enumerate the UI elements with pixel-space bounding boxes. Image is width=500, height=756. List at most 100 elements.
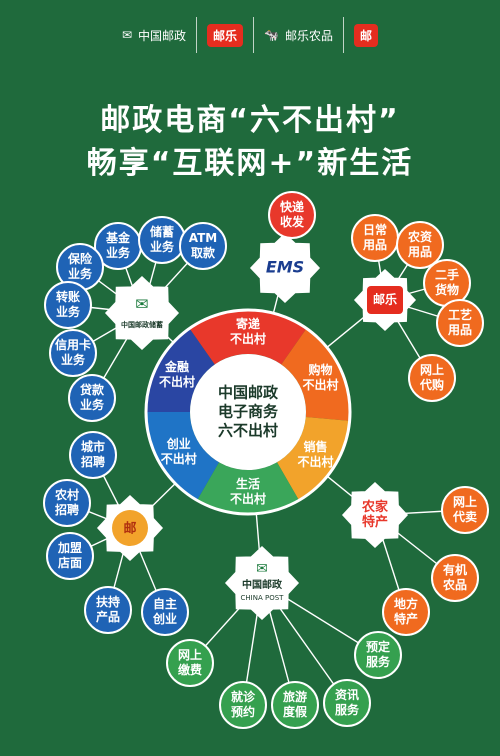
leaf-savings-5-label: 信用卡 xyxy=(55,337,91,352)
ring-segment-label: 不出村 xyxy=(297,454,333,469)
money-bag-icon xyxy=(112,510,148,546)
ring-segment-label: 销售 xyxy=(303,439,327,454)
leaf-life-0[interactable] xyxy=(166,639,214,687)
leaf-savings-0-label: 业务 xyxy=(106,245,131,260)
leaf-ems-0[interactable] xyxy=(268,191,316,239)
leaf-savings-6-label: 业务 xyxy=(80,397,105,412)
ring-segment-1[interactable] xyxy=(281,328,350,421)
leaf-startup-0[interactable] xyxy=(69,431,117,479)
ring-segment-label: 不出村 xyxy=(161,451,197,466)
ring-segment-label: 生活 xyxy=(236,476,260,491)
leaf-startup-0-label: 招聘 xyxy=(81,454,105,469)
china-post-logo-icon: ✉ xyxy=(121,28,133,42)
leaf-startup-3-label: 扶持 xyxy=(96,594,120,609)
farm-hub-label: 特产 xyxy=(362,514,388,530)
post-savings-hub xyxy=(104,275,180,351)
ring-segment-0[interactable] xyxy=(189,310,307,365)
leaf-farm-0[interactable] xyxy=(441,486,489,534)
leaf-savings-3-label: 业务 xyxy=(68,266,93,281)
leaf-farm-2[interactable] xyxy=(382,588,430,636)
youle-logo-text: 邮乐 xyxy=(373,292,397,307)
ring-segment-label: 不出村 xyxy=(230,491,266,506)
youle-logo: 邮乐 xyxy=(207,23,244,47)
leaf-savings-3-label: 保险 xyxy=(67,251,93,266)
center-title: 电子商务 xyxy=(218,403,279,421)
ring-segment-4[interactable] xyxy=(146,412,219,501)
leaf-farm-0-label: 网上 xyxy=(453,494,477,509)
ring-segment-label: 创业 xyxy=(166,436,191,451)
ring-segment-2[interactable] xyxy=(277,417,350,501)
ring-segment-label: 不出村 xyxy=(302,377,338,392)
leaf-life-3-label: 资讯 xyxy=(335,687,359,702)
ring-segment-label: 金融 xyxy=(164,359,189,374)
leaf-life-1[interactable] xyxy=(219,681,267,729)
leaf-youle-4-label: 代购 xyxy=(419,377,444,392)
china-post-en-label: CHINA POST xyxy=(241,594,285,602)
leaf-life-1-label: 就诊 xyxy=(231,689,256,704)
leaf-life-4-label: 预定 xyxy=(366,639,390,654)
leaf-life-1-label: 预约 xyxy=(231,704,255,719)
center-title: 六不出村 xyxy=(218,422,278,440)
leaf-life-2[interactable] xyxy=(271,681,319,729)
leaf-startup-1[interactable] xyxy=(43,479,91,527)
leaf-savings-5[interactable] xyxy=(49,329,97,377)
china-post-logo: ✉ 中国邮政 xyxy=(121,28,187,43)
leaf-youle-3[interactable] xyxy=(436,299,484,347)
leaf-startup-1-label: 农村 xyxy=(54,487,79,502)
leaf-savings-4-label: 业务 xyxy=(56,304,81,319)
leaf-life-0-label: 网上 xyxy=(178,647,202,662)
ring-center xyxy=(190,354,306,470)
leaf-savings-2[interactable] xyxy=(179,222,227,270)
leaf-savings-1-label: 业务 xyxy=(150,239,175,254)
leaf-ems-0-label: 收发 xyxy=(280,214,305,229)
leaf-youle-2-label: 二手 xyxy=(435,267,459,282)
title-line-1: 邮政电商“六不出村” xyxy=(100,103,400,138)
post-badge-logo: 邮 xyxy=(354,23,379,47)
leaf-youle-0-label: 日常 xyxy=(363,222,387,237)
leaf-life-2-label: 度假 xyxy=(283,704,308,719)
leaf-farm-2-label: 特产 xyxy=(394,611,418,626)
leaf-savings-0-label: 基金 xyxy=(105,230,131,245)
leaf-farm-0-label: 代卖 xyxy=(452,509,477,524)
china-post-icon: ✉ xyxy=(256,561,268,577)
leaf-savings-6-label: 贷款 xyxy=(80,382,105,397)
leaf-startup-2[interactable] xyxy=(46,532,94,580)
leaf-savings-5-label: 业务 xyxy=(61,352,86,367)
top-logo-bar: ✉ 中国邮政 邮乐 🐄 邮乐农品 邮 xyxy=(0,0,500,70)
leaf-youle-2-label: 货物 xyxy=(435,282,459,297)
china-post-hub xyxy=(224,545,300,621)
leaf-youle-3-label: 用品 xyxy=(447,323,472,337)
center-title: 中国邮政 xyxy=(218,384,279,402)
leaf-life-2-label: 旅游 xyxy=(283,689,307,704)
leaf-savings-4[interactable] xyxy=(44,281,92,329)
china-post-label: 中国邮政 xyxy=(242,578,283,591)
leaf-youle-4-label: 网上 xyxy=(420,362,444,377)
leaf-life-4-label: 服务 xyxy=(366,654,391,669)
leaf-life-0-label: 缴费 xyxy=(178,662,202,677)
ring-segment-label: 不出村 xyxy=(159,374,195,389)
ring-segment-3[interactable] xyxy=(197,462,299,514)
leaf-savings-6[interactable] xyxy=(68,374,116,422)
leaf-ems-0-label: 快递 xyxy=(280,199,304,214)
cow-icon: 🐄 xyxy=(264,28,279,42)
leaf-youle-0-label: 用品 xyxy=(362,238,387,252)
leaf-startup-2-label: 店面 xyxy=(58,555,82,570)
leaf-youle-4[interactable] xyxy=(408,354,456,402)
leaf-youle-3-label: 工艺 xyxy=(448,307,472,322)
leaf-youle-1-label: 用品 xyxy=(407,245,432,259)
leaf-startup-4[interactable] xyxy=(141,588,189,636)
logo-divider xyxy=(253,17,255,53)
leaf-youle-1[interactable] xyxy=(396,221,444,269)
leaf-farm-1[interactable] xyxy=(431,554,479,602)
ring-outline xyxy=(144,308,352,516)
leaf-savings-1-label: 储蓄 xyxy=(150,224,174,239)
leaf-life-4[interactable] xyxy=(354,631,402,679)
ring-segment-5[interactable] xyxy=(146,328,215,412)
youle-farm-logo: 🐄 邮乐农品 xyxy=(264,28,334,43)
leaf-life-3[interactable] xyxy=(323,679,371,727)
leaf-youle-1-label: 农资 xyxy=(407,229,432,244)
leaf-startup-3[interactable] xyxy=(84,586,132,634)
leaf-life-3-label: 服务 xyxy=(335,702,360,717)
ring-segment-label: 购物 xyxy=(308,362,332,377)
